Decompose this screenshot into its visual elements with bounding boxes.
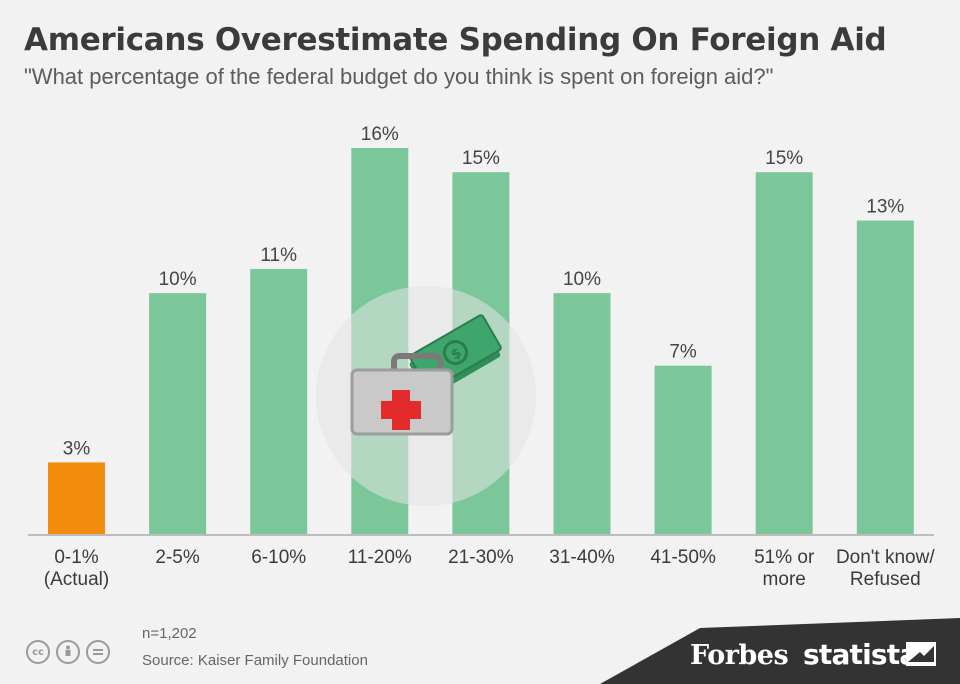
value-label-5: 10%: [563, 269, 601, 290]
chart-title: Americans Overestimate Spending On Forei…: [24, 22, 887, 58]
labels-layer: 3% 0-1% (Actual) 10% 2-5% 11% 6-10% 16% 11-20% 15…: [44, 124, 936, 590]
category-label-0: 0-1% (Actual): [44, 547, 109, 590]
statista-mark-icon: [906, 642, 936, 666]
value-label-0: 3%: [63, 438, 91, 459]
category-label-1: 2-5%: [155, 547, 199, 568]
nd-icon: [86, 640, 110, 664]
statista-logo[interactable]: statista: [803, 638, 918, 671]
category-label-8: Don't know/Refused: [836, 547, 935, 590]
value-label-8: 13%: [866, 197, 904, 218]
bar-6: [654, 365, 712, 535]
first-aid-kit-icon: [350, 353, 454, 436]
category-label-4: 21-30%: [448, 547, 514, 568]
bar-8: [856, 220, 914, 535]
chart-subtitle: "What percentage of the federal budget d…: [24, 64, 774, 89]
sample-size: n=1,202: [142, 625, 197, 642]
category-label-7: 51% or more: [754, 547, 815, 590]
bar-0: [48, 462, 105, 535]
forbes-logo[interactable]: Forbes: [690, 640, 789, 671]
value-label-6: 7%: [669, 342, 697, 363]
license-icons: cc: [26, 640, 110, 664]
by-icon: [56, 640, 80, 664]
cc-icon: cc: [26, 640, 50, 664]
category-label-5: 31-40%: [549, 547, 615, 568]
bar-1: [149, 293, 207, 535]
value-label-3: 16%: [361, 124, 399, 145]
value-label-2: 11%: [260, 245, 297, 266]
bar-7: [755, 172, 813, 535]
value-label-7: 15%: [765, 148, 803, 169]
illustration: $: [316, 286, 536, 506]
value-label-1: 10%: [159, 269, 197, 290]
value-label-4: 15%: [462, 148, 500, 169]
footer-brand-band: [600, 618, 960, 684]
source-note: Source: Kaiser Family Foundation: [142, 652, 368, 669]
category-label-6: 41-50%: [650, 547, 716, 568]
bar-2: [250, 268, 308, 535]
bar-5: [553, 293, 611, 535]
category-label-3: 11-20%: [348, 547, 412, 568]
category-label-2: 6-10%: [251, 547, 306, 568]
